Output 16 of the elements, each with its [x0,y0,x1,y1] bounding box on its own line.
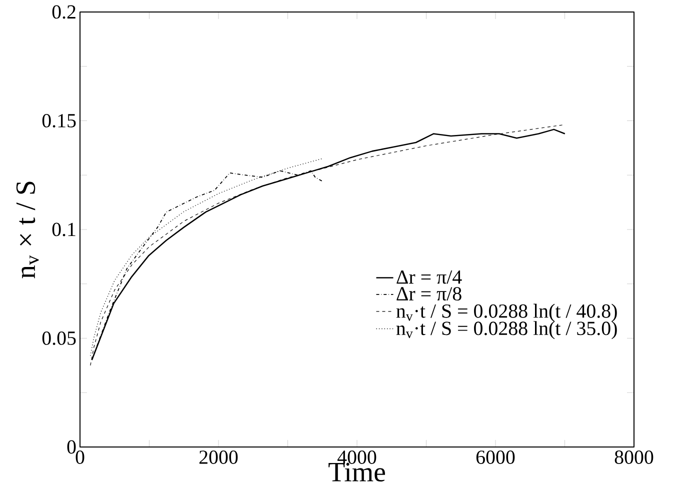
y-axis-title: n$_{v}$ × t / S [16,182,39,278]
legend-label: Δr = π/4 [396,270,462,284]
x-tick-label: 0 [76,450,84,464]
x-axis-title: Time [328,462,385,482]
y-tick-label: 0.15 [42,114,76,128]
x-tick-label: 6000 [476,450,515,464]
legend-label: n$_{v}$·t / S = 0.0288 ln(t / 40.8) [396,304,617,322]
y-tick-label: 0 [67,440,76,454]
x-tick-label: 4000 [337,450,376,464]
legend-label: n$_{v}$·t / S = 0.0288 ln(t / 35.0) [396,321,617,340]
y-tick-label: 0.05 [42,331,76,345]
x-tick-label: 8000 [614,450,654,464]
y-tick-label: 0.1 [52,222,76,236]
x-tick-label: 2000 [199,450,238,464]
y-tick-label: 0.2 [52,5,76,19]
legend-label: Δr = π/8 [396,287,462,301]
